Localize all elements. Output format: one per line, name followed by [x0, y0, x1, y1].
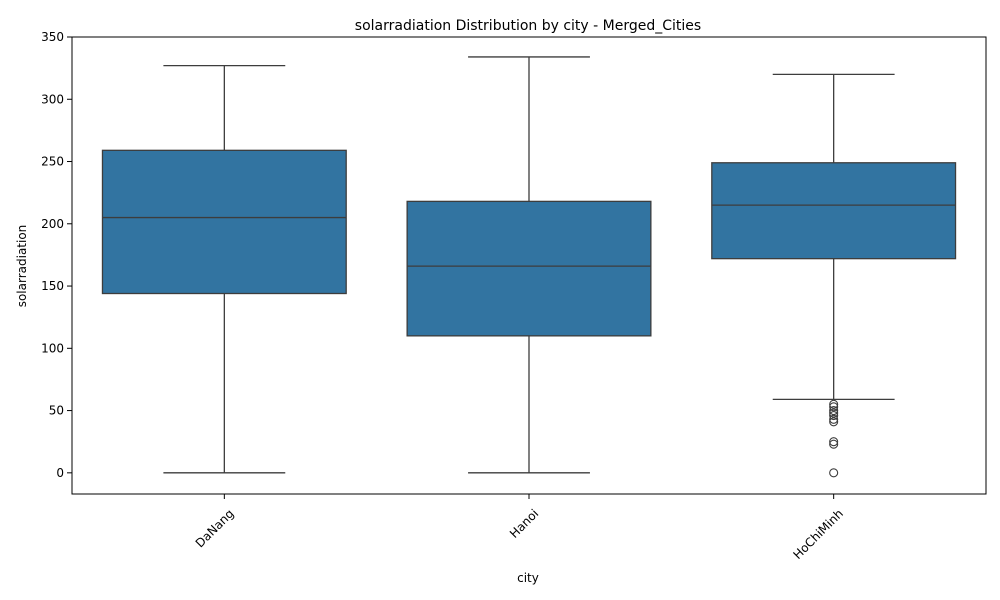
- box-group-danang: [101, 64, 347, 474]
- y-axis: 0 50 100 150 200 250 300 350: [41, 30, 72, 480]
- x-axis: DaNang Hanoi HoChiMinh: [193, 494, 846, 562]
- y-tick-label: 350: [41, 30, 64, 44]
- x-tick-label-danang: DaNang: [193, 506, 237, 550]
- outlier-point-hochiminh: [829, 439, 839, 449]
- box-group-hanoi: [406, 56, 652, 474]
- y-tick-label: 50: [49, 404, 64, 418]
- x-axis-label: city: [517, 571, 539, 585]
- outlier-point-hochiminh: [829, 402, 839, 412]
- y-axis-label: solarradiation: [15, 225, 29, 308]
- outlier-point-hochiminh: [829, 411, 839, 421]
- outlier-point-hochiminh: [829, 437, 839, 447]
- plot-area: [71, 36, 987, 495]
- y-tick-label: 150: [41, 279, 64, 293]
- outlier-point-hochiminh: [829, 406, 839, 416]
- y-tick-label: 300: [41, 92, 64, 106]
- x-tick-label-hochiminh: HoChiMinh: [790, 506, 846, 562]
- outlier-point-hochiminh: [829, 468, 839, 478]
- chart-title: solarradiation Distribution by city - Me…: [355, 18, 701, 34]
- x-tick-label-hanoi: Hanoi: [507, 506, 541, 540]
- box-hochiminh: [711, 162, 957, 260]
- box-group-hochiminh: [711, 73, 957, 478]
- y-tick-label: 200: [41, 217, 64, 231]
- box-hanoi: [406, 200, 652, 337]
- y-tick-label: 100: [41, 341, 64, 355]
- y-tick-label: 0: [56, 466, 64, 480]
- y-tick-label: 250: [41, 155, 64, 169]
- outlier-point-hochiminh: [829, 399, 839, 409]
- box-danang: [101, 149, 347, 295]
- outlier-point-hochiminh: [829, 417, 839, 427]
- outlier-point-hochiminh: [829, 414, 839, 424]
- outlier-point-hochiminh: [829, 408, 839, 418]
